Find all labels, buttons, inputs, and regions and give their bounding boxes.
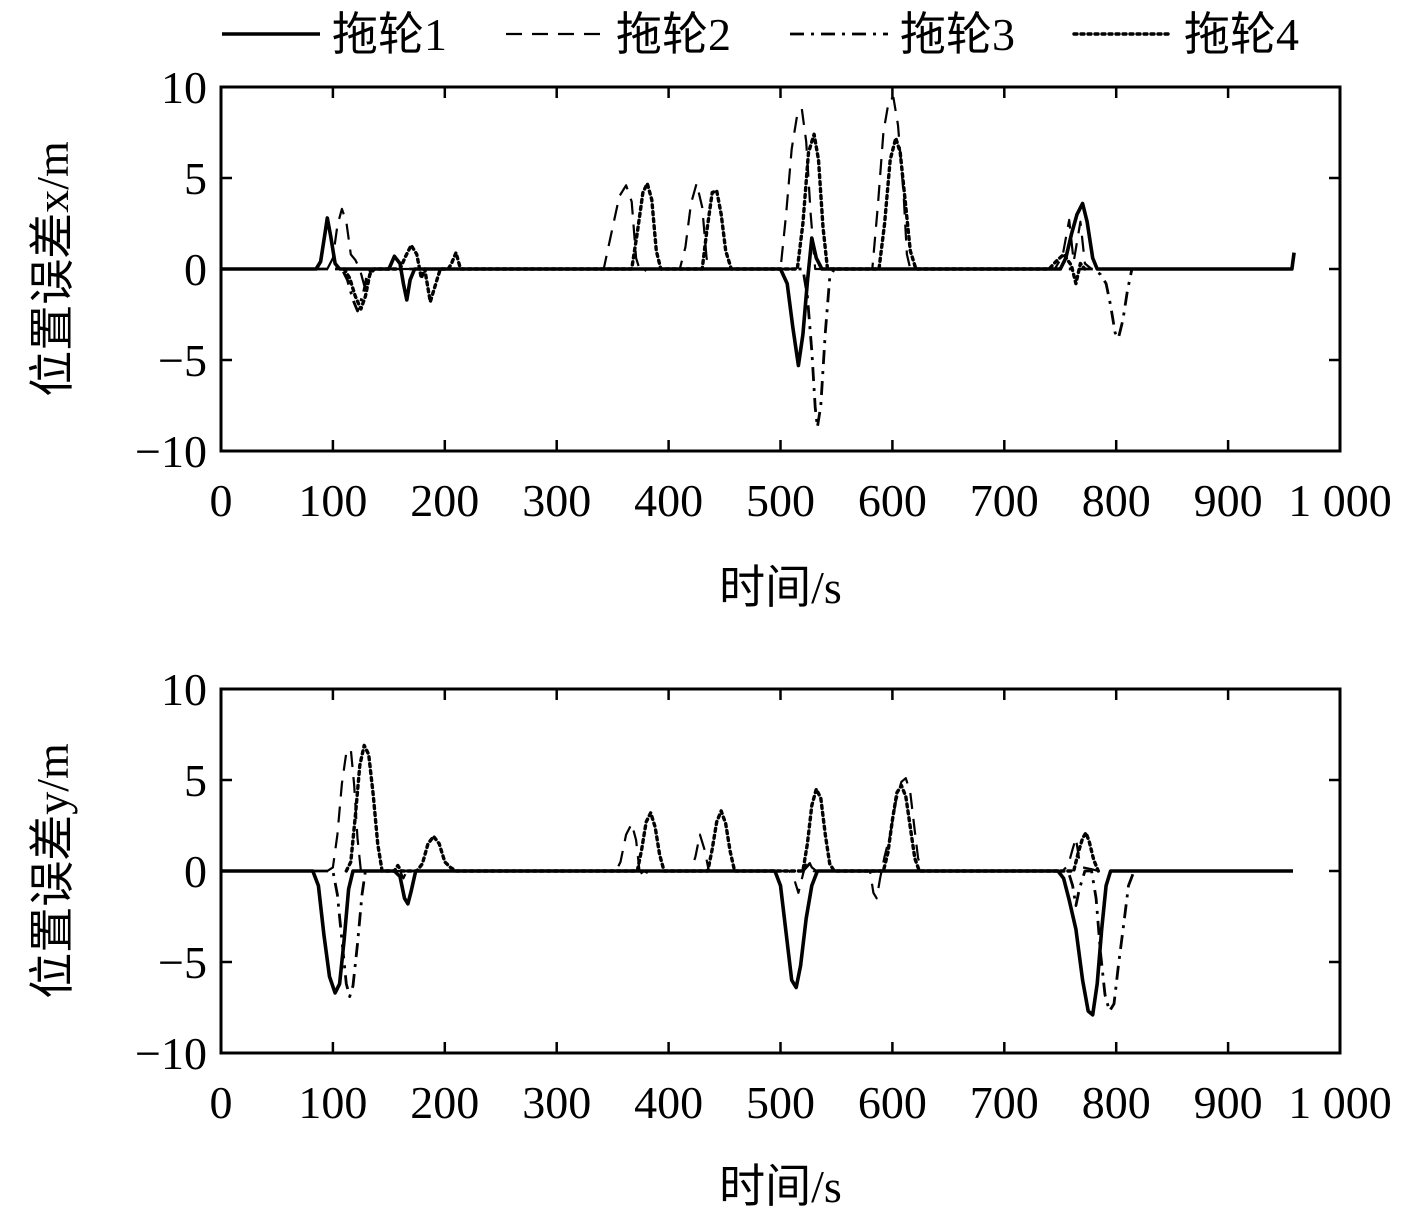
y-tick-label: 5 [184,153,207,204]
x-tick-label: 800 [1082,1077,1151,1128]
series-line-1 [221,201,1296,368]
y-tick-label: 5 [184,755,207,806]
y-tick-label: −5 [158,937,207,988]
x-tick-label: 400 [634,475,703,526]
series-line-3 [221,267,1293,429]
x-axis-title: 时间/s [719,1161,842,1212]
x-tick-label: 300 [522,475,591,526]
series-line-4 [342,132,1087,311]
x-tick-label: 700 [970,1077,1039,1128]
x-tick-label: 900 [1194,475,1263,526]
series-line-4 [344,743,1100,873]
plot-y-error: 0 100 200 300 400 500 600 700 800 900 1 000 10 5 0 −5 −… [27,664,1392,1212]
y-tick-label: −10 [135,426,207,477]
series-line-2 [326,748,1099,900]
x-tick-label: 500 [746,475,815,526]
y-axis-title: 位置误差y/m [27,743,78,999]
x-tick-label: 700 [970,475,1039,526]
y-tick-label: 0 [184,846,207,897]
y-axis-title: 位置误差x/m [27,141,78,397]
y-tick-label: 10 [161,664,207,715]
series-group [221,743,1293,1017]
x-tick-label: 100 [298,475,367,526]
y-tick-label: 0 [184,244,207,295]
x-tick-label: 1 000 [1288,1077,1392,1128]
x-axis-title: 时间/s [719,562,842,613]
series-group [221,96,1296,429]
x-tick-label: 0 [210,475,233,526]
series-line-2 [326,96,1093,287]
y-tick-label: 10 [161,62,207,113]
plot-x-error: 0 100 200 300 400 500 600 700 800 900 1 000 10 5 0 −5 −… [27,62,1392,613]
x-tick-label: 200 [410,1077,479,1128]
x-tick-label: 600 [858,1077,927,1128]
y-tick-label: −10 [135,1028,207,1079]
series-line-3 [221,862,1293,1013]
x-tick-label: 1 000 [1288,475,1392,526]
legend-label-2: 拖轮2 [616,9,731,60]
x-tick-label: 200 [410,475,479,526]
y-tick-label: −5 [158,335,207,386]
x-tick-label: 100 [298,1077,367,1128]
x-tick-label: 600 [858,475,927,526]
x-tick-label: 800 [1082,475,1151,526]
x-tick-label: 0 [210,1077,233,1128]
x-tick-label: 500 [746,1077,815,1128]
series-line-1 [221,869,1293,1017]
x-tick-label: 300 [522,1077,591,1128]
legend: 拖轮1 拖轮2 拖轮3 拖轮4 [222,9,1299,60]
legend-label-4: 拖轮4 [1184,9,1299,60]
legend-label-1: 拖轮1 [332,9,447,60]
legend-label-3: 拖轮3 [900,9,1015,60]
x-tick-label: 900 [1194,1077,1263,1128]
x-tick-label: 400 [634,1077,703,1128]
